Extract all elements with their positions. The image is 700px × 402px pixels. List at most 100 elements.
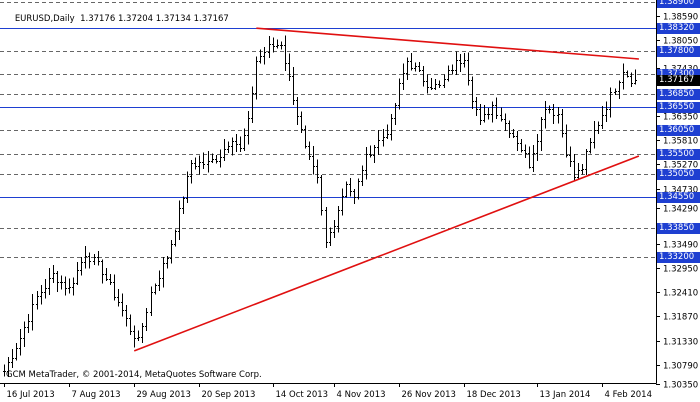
- ohlc-bar: [101, 259, 104, 284]
- ohlc-bar: [259, 49, 262, 64]
- ohlc-bar: [614, 88, 617, 96]
- ohlc-bar: [512, 129, 515, 139]
- ohlc-bar: [557, 106, 560, 124]
- symbol-timeframe: EURUSD,Daily: [14, 14, 75, 24]
- ohlc-bar: [491, 101, 494, 123]
- price-axis-label: 1.32950: [663, 265, 698, 275]
- support-trend-line: [133, 155, 640, 352]
- ohlc-bar: [386, 124, 389, 139]
- ohlc-bar: [166, 255, 169, 269]
- ohlc-bar: [382, 129, 385, 147]
- ohlc-bar: [113, 274, 116, 301]
- level-price-tag: 1.37800: [657, 46, 700, 57]
- ohlc-bar: [145, 307, 148, 332]
- ohlc-bar: [198, 155, 201, 175]
- time-axis-label: 13 Jan 2014: [540, 390, 591, 400]
- ohlc-bar: [463, 53, 466, 68]
- ohlc-bar: [186, 171, 189, 204]
- time-axis-label: 14 Oct 2013: [276, 390, 329, 400]
- level-price-tag: 1.35050: [657, 169, 700, 180]
- ohlc-bar: [93, 253, 96, 265]
- ohlc-bar: [443, 74, 446, 88]
- ohlc-bar: [532, 144, 535, 172]
- ohlc-bar: [609, 87, 612, 118]
- ohlc-bar: [345, 181, 348, 198]
- price-axis-label: 1.33490: [663, 241, 698, 251]
- ohlc-bar: [76, 262, 79, 285]
- ohlc-bar: [438, 80, 441, 89]
- ohlc-bar: [280, 41, 283, 50]
- ohlc-bar: [300, 111, 303, 133]
- ohlc-bar: [68, 278, 71, 294]
- ohlc-bar: [430, 77, 433, 91]
- current-price-tag: 1.37167: [657, 75, 700, 86]
- ohlc-bar: [329, 227, 332, 246]
- ohlc-bar: [500, 107, 503, 122]
- ohlc-bar: [516, 130, 519, 152]
- ohlc-bar: [548, 105, 551, 114]
- ohlc-bar: [418, 61, 421, 73]
- ohlc-bar: [455, 51, 458, 76]
- price-axis-label: 1.36350: [663, 113, 698, 123]
- ohlc-bar: [105, 268, 108, 281]
- ohlc-bar: [80, 256, 83, 276]
- ohlc-bar: [552, 104, 555, 124]
- ohlc-bar: [508, 120, 511, 139]
- ohlc-bar: [357, 178, 360, 200]
- ohlc-bar: [7, 357, 10, 378]
- ohlc-values: 1.37176 1.37204 1.37134 1.37167: [80, 14, 229, 24]
- ohlc-bar: [190, 159, 193, 184]
- ohlc-bar: [577, 162, 580, 180]
- ohlc-bar: [377, 130, 380, 156]
- ohlc-bar: [561, 109, 564, 138]
- ohlc-bar: [268, 35, 271, 59]
- ohlc-bar: [23, 321, 26, 348]
- ohlc-bar: [239, 136, 242, 152]
- ohlc-bar: [72, 277, 75, 296]
- ohlc-bar: [475, 96, 478, 116]
- ohlc-bar: [495, 97, 498, 119]
- ohlc-bar: [31, 293, 34, 331]
- ohlc-bar: [410, 53, 413, 71]
- ohlc-bar: [394, 103, 397, 125]
- ohlc-bar: [219, 149, 222, 168]
- ohlc-bar: [304, 125, 307, 149]
- price-bars: [3, 35, 637, 378]
- time-axis-label: 20 Sep 2013: [202, 390, 256, 400]
- ohlc-bar: [593, 120, 596, 149]
- price-axis-label: 1.30790: [663, 362, 698, 372]
- copyright-text: GCM MetaTrader, © 2001-2014, MetaQuotes …: [6, 370, 262, 380]
- level-price-tag: 1.38900: [657, 0, 700, 8]
- time-axis-label: 4 Feb 2014: [605, 390, 653, 400]
- ohlc-bar: [158, 270, 161, 291]
- ohlc-bar: [207, 151, 210, 173]
- ohlc-bar: [44, 278, 47, 299]
- ohlc-bar: [215, 155, 218, 164]
- price-axis-label: 1.38050: [663, 37, 698, 47]
- ohlc-bar: [467, 52, 470, 86]
- time-axis-label: 26 Nov 2013: [402, 390, 456, 400]
- ohlc-bar: [11, 348, 14, 368]
- time-axis-label: 29 Aug 2013: [137, 390, 191, 400]
- ohlc-bar: [52, 264, 55, 283]
- ohlc-bar: [597, 121, 600, 135]
- ohlc-bar: [154, 283, 157, 295]
- ohlc-bar: [349, 178, 352, 197]
- ohlc-bar: [626, 70, 629, 78]
- ohlc-bar: [630, 72, 633, 87]
- ohlc-bar: [320, 175, 323, 216]
- ohlc-bar: [585, 148, 588, 176]
- ohlc-bar: [178, 200, 181, 240]
- ohlc-bar: [288, 53, 291, 82]
- ohlc-bar: [414, 62, 417, 72]
- level-price-tag: 1.37300: [657, 69, 700, 80]
- ohlc-bar: [40, 285, 43, 305]
- ohlc-bar: [162, 256, 165, 288]
- ohlc-bar: [406, 57, 409, 81]
- ohlc-bar: [504, 113, 507, 131]
- ohlc-bar: [64, 276, 67, 296]
- price-axis-label: 1.31330: [663, 338, 698, 348]
- ohlc-bar: [3, 364, 6, 377]
